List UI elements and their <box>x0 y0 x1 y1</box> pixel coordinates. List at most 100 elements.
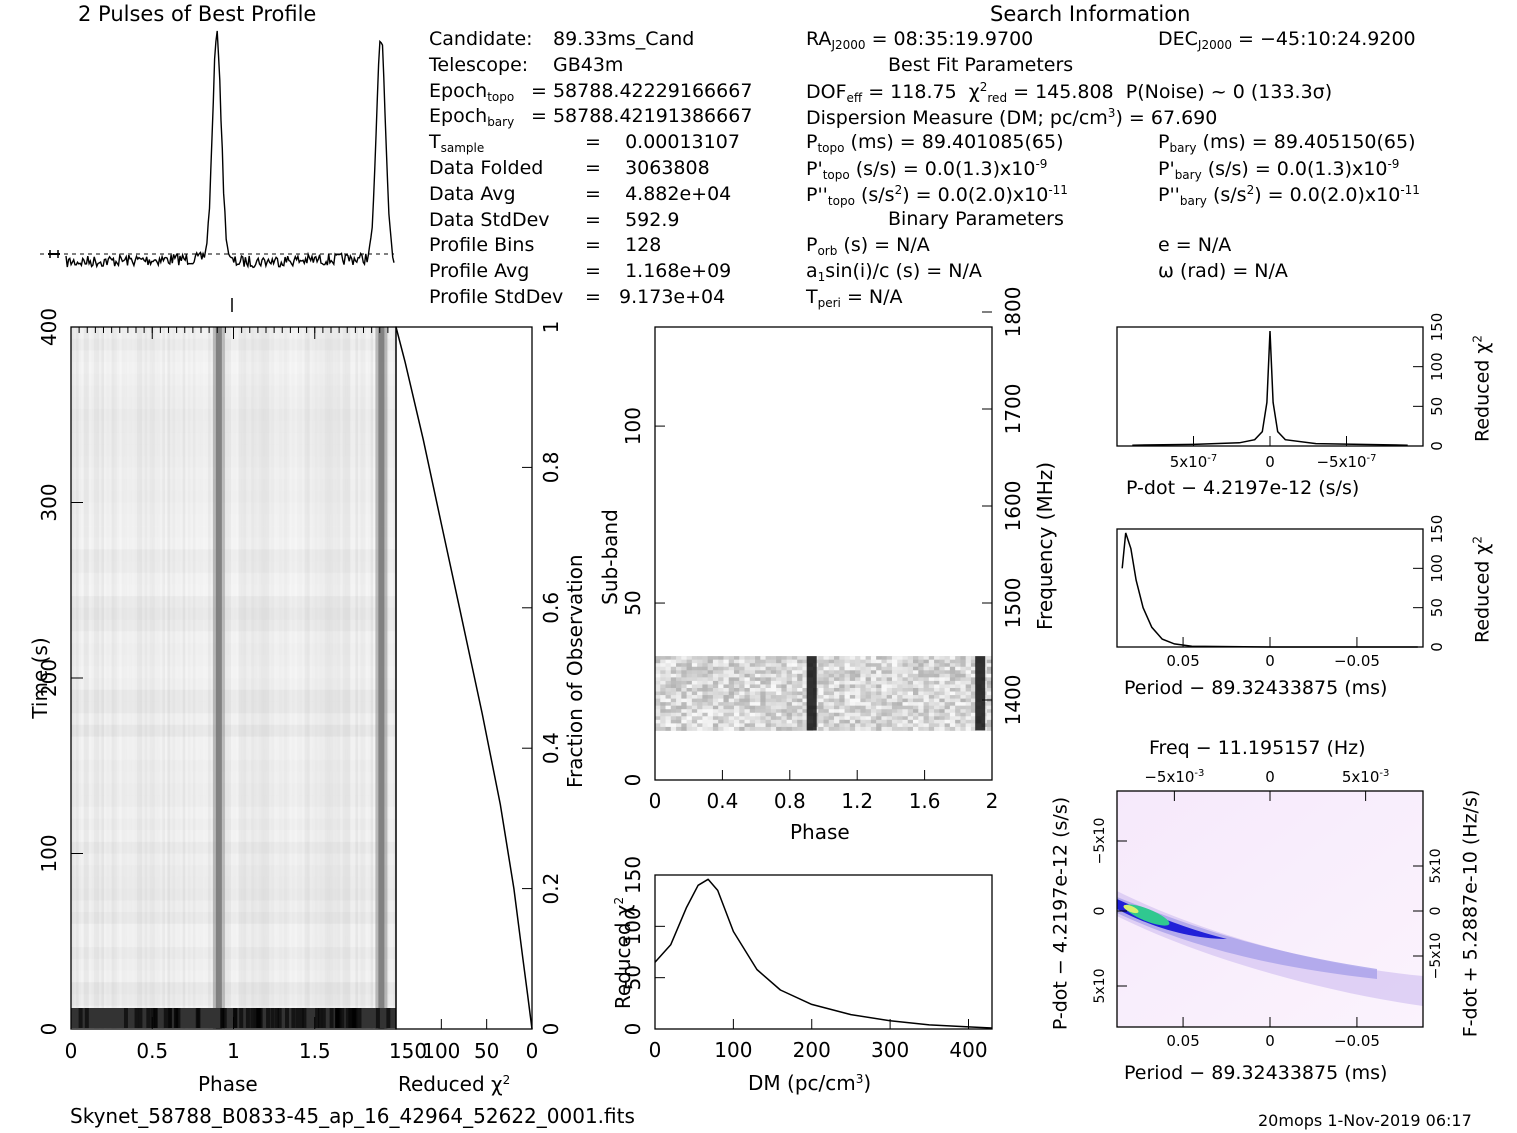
subband-cell <box>718 709 724 714</box>
subband-cell <box>686 656 693 661</box>
y-tick-label: 50 <box>1428 397 1446 416</box>
subband-cell <box>844 663 851 668</box>
subband-cell <box>718 702 724 707</box>
subband-cell <box>697 695 703 700</box>
phase-col <box>114 327 117 1029</box>
subband-cell <box>886 691 893 696</box>
subband-cell <box>855 687 861 692</box>
subband-cell <box>960 656 967 661</box>
subband-cell <box>881 716 888 721</box>
subband-cell <box>939 698 946 703</box>
subband-cell <box>765 709 772 714</box>
subband-cell <box>955 719 961 724</box>
subband-cell <box>939 712 946 717</box>
subband-cell <box>886 702 893 707</box>
phase-col <box>258 327 262 1029</box>
start-strip-noise <box>78 1008 83 1028</box>
phase-col <box>307 327 310 1029</box>
subband-cell <box>907 698 914 703</box>
time-row <box>71 642 396 656</box>
subband-cell <box>665 723 672 728</box>
phase-col <box>131 327 135 1029</box>
subband-cell <box>776 702 782 707</box>
subband-cell <box>865 691 872 696</box>
subband-cell <box>902 709 909 714</box>
subband-cell <box>723 709 730 714</box>
subband-cell <box>870 663 877 668</box>
subband-cell <box>770 687 777 692</box>
subband-cell <box>960 687 967 692</box>
subband-cell <box>886 666 893 671</box>
plot-frame <box>395 326 533 1030</box>
start-strip-noise <box>345 1008 350 1028</box>
subband-cell <box>697 726 703 731</box>
subband-cell <box>913 702 919 707</box>
info-value: = 128 <box>585 234 662 257</box>
subband-cell <box>681 712 687 717</box>
subband-cell <box>681 684 687 689</box>
phase-col <box>314 327 318 1029</box>
subband-cell <box>786 726 793 731</box>
subband-cell <box>902 659 909 664</box>
start-strip-noise <box>250 1008 255 1028</box>
subband-cell <box>681 723 687 728</box>
subband-cell <box>791 702 798 707</box>
subband-cell <box>718 695 724 700</box>
subband-cell <box>844 723 851 728</box>
subband-cell <box>934 677 940 682</box>
subband-cell <box>707 659 714 664</box>
subband-cell <box>965 726 972 731</box>
y-tick-label: 150 <box>1428 313 1446 342</box>
subband-cell <box>918 673 924 678</box>
subband-cell <box>949 666 956 671</box>
subband-cell <box>697 712 703 717</box>
subband-cell <box>786 670 793 675</box>
subband-cell <box>697 666 703 671</box>
subband-cell <box>760 705 766 710</box>
subband-cell <box>855 680 861 685</box>
subband-cell <box>697 723 703 728</box>
subband-cell <box>728 687 735 692</box>
subband-cell <box>870 726 877 731</box>
subband-cell <box>844 687 851 692</box>
subband-cell <box>765 705 772 710</box>
time-row <box>71 818 396 831</box>
subband-cell <box>865 666 872 671</box>
subband-cell <box>970 723 977 728</box>
subband-cell <box>970 684 977 689</box>
phase-col <box>152 327 155 1029</box>
subband-cell <box>655 726 661 731</box>
phase-col <box>164 327 168 1029</box>
subband-cell <box>797 656 803 661</box>
x-tick-label: 1.6 <box>909 789 941 813</box>
subband-cell <box>965 659 972 664</box>
subband-cell <box>881 723 888 728</box>
subband-cell <box>707 712 714 717</box>
subband-cell <box>876 726 882 731</box>
y-tick-label: 50 <box>621 590 645 615</box>
subband-cell <box>660 673 666 678</box>
phase-col <box>236 327 239 1029</box>
subband-cell <box>955 702 961 707</box>
subband-cell <box>844 691 851 696</box>
subband-cell <box>960 695 967 700</box>
time-row <box>71 596 396 609</box>
subband-cell <box>923 712 930 717</box>
subband-cell <box>944 709 951 714</box>
phase-col <box>243 327 247 1029</box>
subband-cell <box>760 716 766 721</box>
subband-cell <box>970 680 977 685</box>
subband-cell <box>786 723 793 728</box>
subband-cell <box>949 691 956 696</box>
subband-cell <box>718 698 724 703</box>
subband-cell <box>902 726 909 731</box>
subband-cell <box>986 687 993 692</box>
subband-cell <box>828 709 835 714</box>
subband-cell <box>670 695 677 700</box>
subband-cell <box>939 677 946 682</box>
subband-cell <box>891 702 898 707</box>
x-tick-label: 2 <box>986 789 999 813</box>
subband-cell <box>702 698 709 703</box>
subband-cell <box>760 719 766 724</box>
start-strip-noise <box>277 1008 282 1028</box>
